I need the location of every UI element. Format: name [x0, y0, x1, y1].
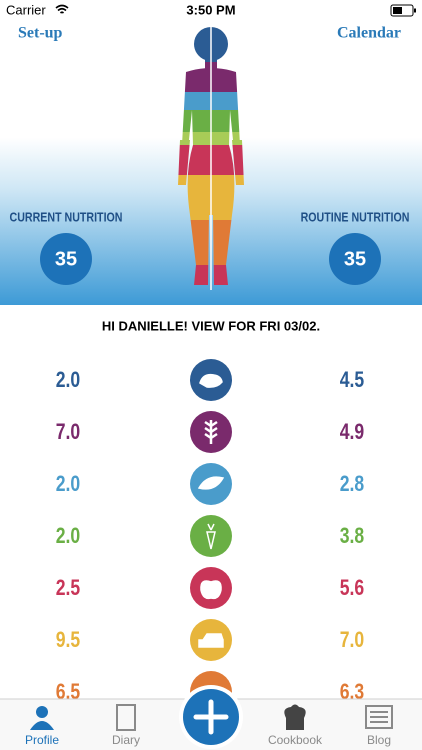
tab-icon — [284, 704, 306, 730]
carrier: Carrier — [6, 2, 46, 17]
battery — [390, 4, 414, 17]
right-value: 7.0 — [340, 628, 364, 652]
right-value: 3.8 — [340, 524, 364, 548]
left-value: 7.0 — [56, 420, 80, 444]
right-value: 4.5 — [340, 368, 364, 392]
nutrition-rows: 2.0 4.57.0 4.92.0 2.82.0 3.82.5 5.69.5 7.06.5 6… — [56, 359, 364, 713]
food-glyph — [200, 580, 222, 600]
greeting: HI DANIELLE! VIEW FOR FRI 03/02. — [102, 318, 320, 333]
current-value: 35 — [55, 248, 77, 270]
left-value: 2.5 — [56, 576, 80, 600]
battery-level — [393, 7, 402, 14]
tab-icon — [365, 705, 393, 729]
tab-label[interactable]: Profile — [25, 733, 59, 747]
left-value: 9.5 — [56, 628, 80, 652]
add-icon — [193, 699, 229, 735]
food-glyph — [197, 476, 225, 490]
routine-badge — [329, 233, 381, 285]
tab-icon — [36, 706, 48, 718]
setup-button[interactable]: Set-up — [18, 25, 63, 42]
calendar-button[interactable]: Calendar — [337, 25, 401, 42]
food-glyph — [198, 633, 224, 648]
food-glyph — [204, 420, 218, 444]
tab-icon — [30, 721, 54, 730]
food-glyph — [206, 523, 216, 550]
left-value: 2.0 — [56, 472, 80, 496]
tab-icon — [370, 711, 388, 723]
current-label: CURRENT NUTRITION — [10, 209, 123, 224]
food-glyph — [199, 373, 223, 388]
food-icon[interactable] — [190, 515, 232, 557]
tab-icon — [116, 704, 136, 731]
clock: 3:50 PM — [186, 2, 235, 17]
left-value: 2.0 — [56, 524, 80, 548]
current-badge — [40, 233, 92, 285]
right-value: 4.9 — [340, 420, 364, 444]
routine-value: 35 — [344, 248, 366, 270]
tab-label[interactable]: Cookbook — [268, 733, 323, 747]
routine-label: ROUTINE NUTRITION — [301, 209, 410, 224]
battery-tip — [414, 8, 416, 13]
left-value: 2.0 — [56, 368, 80, 392]
tab-label[interactable]: Blog — [367, 733, 391, 747]
wifi-icon — [55, 4, 69, 14]
right-value: 5.6 — [340, 576, 364, 600]
tab-label[interactable]: Diary — [112, 733, 140, 747]
right-value: 2.8 — [340, 472, 364, 496]
tabs: Profile Diary Cookbook Blog — [25, 704, 393, 747]
